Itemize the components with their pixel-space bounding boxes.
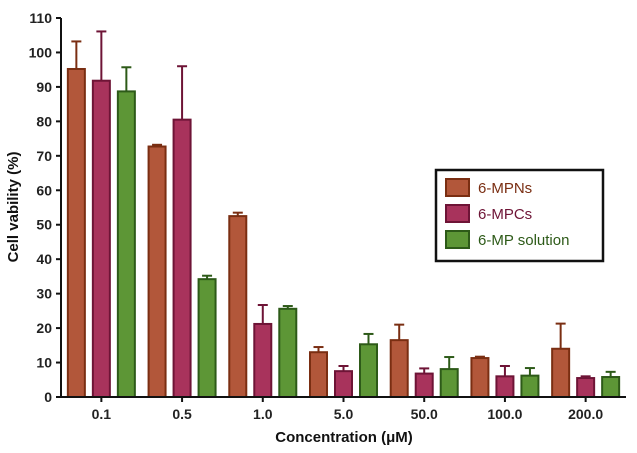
y-axis-group: 0 10 20 30 40 50 60 70 80 90 100 110	[29, 10, 61, 405]
bar	[470, 357, 490, 399]
bar	[278, 307, 298, 398]
x-tick-label: 0.1	[92, 406, 112, 422]
bar	[91, 79, 111, 398]
bar	[495, 375, 515, 398]
bar	[147, 145, 167, 398]
y-tick-label: 50	[36, 217, 52, 233]
bar	[334, 370, 353, 398]
bar	[228, 215, 248, 398]
legend-label: 6-MPNs	[478, 180, 532, 197]
bar	[439, 368, 459, 399]
bar	[601, 376, 621, 398]
bar	[414, 372, 434, 399]
y-tick-label: 20	[36, 320, 52, 336]
y-tick-label: 80	[36, 113, 52, 129]
bar	[309, 351, 328, 398]
bar	[359, 343, 378, 398]
y-tick-label: 30	[36, 286, 52, 302]
y-tick-label: 70	[36, 148, 52, 164]
bar	[172, 118, 192, 399]
y-tick-label: 60	[36, 182, 52, 198]
y-tick-label: 40	[36, 251, 52, 267]
x-tick-label: 1.0	[253, 406, 273, 422]
legend-label: 6-MP solution	[478, 232, 569, 249]
x-tick-label: 200.0	[568, 406, 603, 422]
legend-swatch	[445, 230, 470, 249]
x-axis-title: Concentration (μM)	[275, 429, 413, 446]
bar	[520, 374, 540, 399]
y-axis-title: Cell vability (%)	[5, 152, 22, 263]
error-bars-group	[71, 30, 616, 379]
y-tick-label: 110	[29, 10, 52, 26]
legend-swatch	[445, 178, 470, 197]
bar	[66, 67, 86, 398]
bar	[197, 278, 217, 399]
legend: 6-MPNs 6-MPCs 6-MP solution	[434, 168, 605, 263]
bars-group	[66, 67, 621, 399]
bar	[116, 90, 136, 398]
legend-label: 6-MPCs	[478, 206, 532, 223]
bar	[551, 347, 571, 399]
x-tick-label: 5.0	[334, 406, 354, 422]
x-tick-label: 50.0	[411, 406, 438, 422]
bar	[253, 322, 273, 398]
x-tick-label: 100.0	[487, 406, 522, 422]
y-tick-label: 90	[36, 79, 52, 95]
y-tick-label: 0	[44, 389, 52, 405]
y-tick-label: 100	[29, 44, 53, 60]
x-tick-label: 0.5	[172, 406, 192, 422]
x-axis-group: 0.1 0.5 1.0 5.0 50.0 100.0 200.0	[92, 397, 603, 422]
y-tick-label: 10	[36, 355, 52, 371]
legend-swatch	[445, 204, 470, 223]
bar	[576, 377, 596, 398]
bar	[389, 339, 409, 398]
